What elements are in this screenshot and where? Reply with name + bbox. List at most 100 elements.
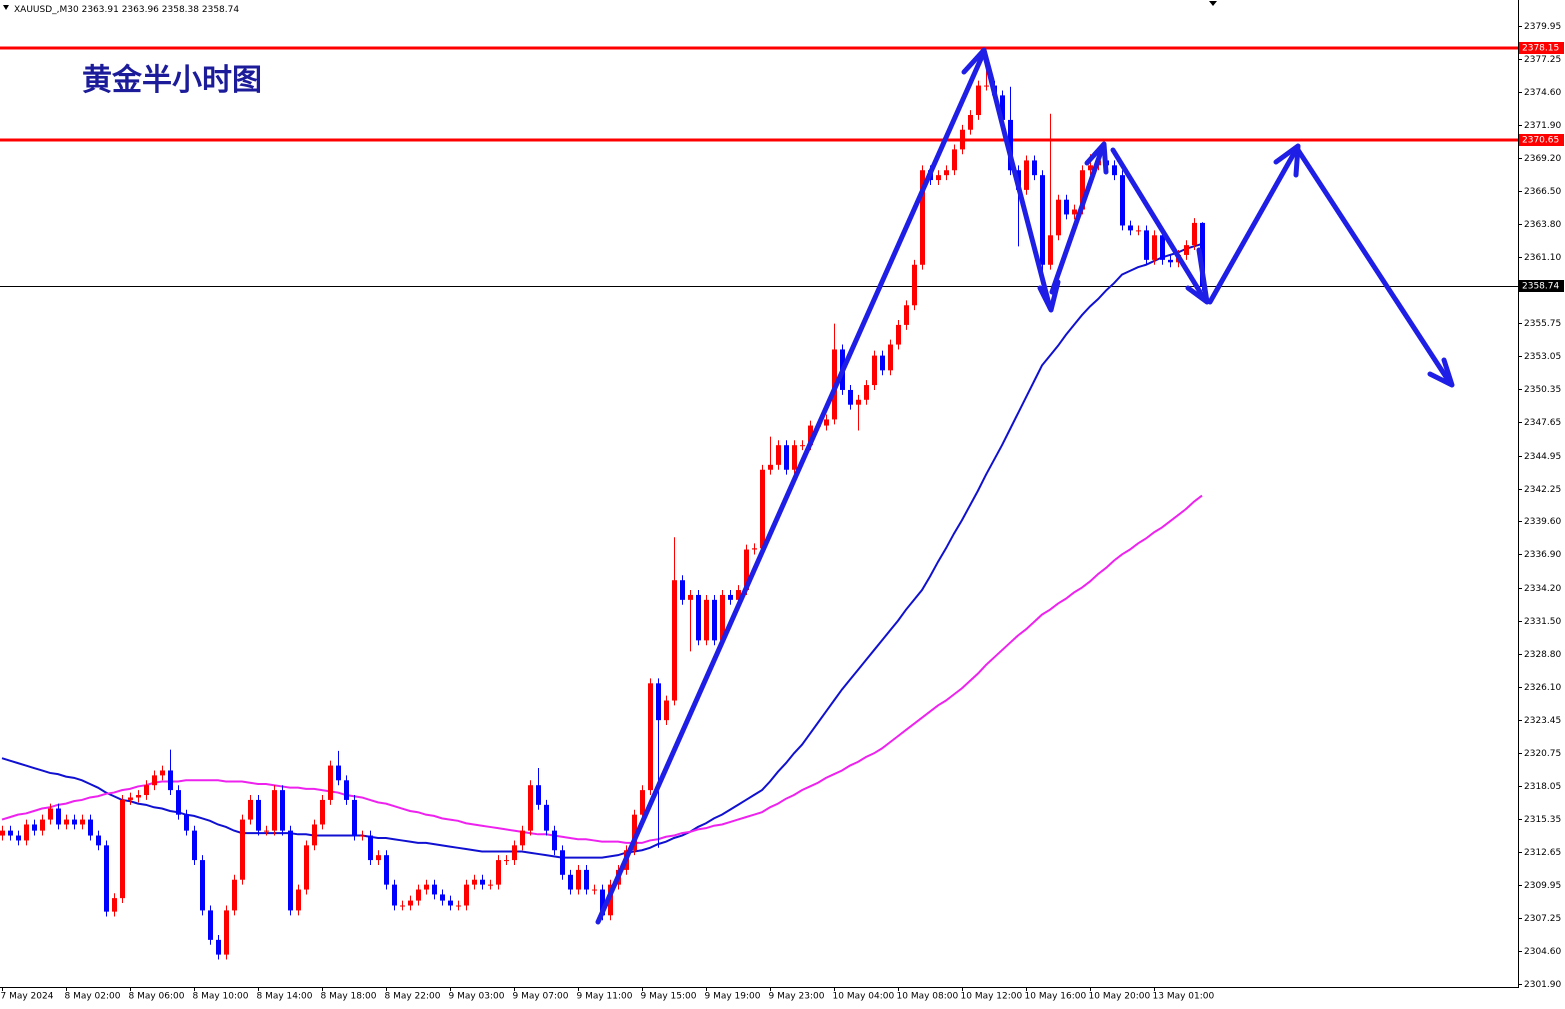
candle-body <box>880 355 885 371</box>
candle-body <box>72 819 77 825</box>
x-tick-label: 8 May 22:00 <box>385 992 441 1002</box>
candle-body <box>280 790 285 831</box>
x-tick-label: 10 May 08:00 <box>897 992 959 1002</box>
candle-body <box>784 445 789 470</box>
candle-body <box>480 879 485 885</box>
candle-body <box>1160 235 1165 260</box>
candle-body <box>472 879 477 885</box>
y-tick-label: 2301.90 <box>1524 980 1561 990</box>
candle-body <box>384 855 389 885</box>
y-tick-label: 2315.35 <box>1524 815 1561 825</box>
candle-body <box>24 824 29 841</box>
candle-body <box>792 445 797 470</box>
candle-body <box>912 264 917 306</box>
moving-average <box>1 242 1203 859</box>
arrow-down <box>981 49 1053 311</box>
level-label-bg <box>1519 134 1564 146</box>
candle-body <box>728 594 733 600</box>
candle-body <box>112 898 117 912</box>
candle-body <box>1080 170 1085 210</box>
candle-body <box>296 889 301 911</box>
candle-body <box>864 385 869 400</box>
symbol: XAUUSD_,M30 <box>14 5 79 15</box>
x-tick-label: 7 May 2024 <box>1 992 54 1002</box>
candle-body <box>664 700 669 721</box>
candle-body <box>1200 222 1205 287</box>
candle-body <box>440 894 445 901</box>
candle-body <box>48 808 53 820</box>
x-tick-label: 10 May 04:00 <box>833 992 895 1002</box>
candle-body <box>520 830 525 846</box>
candle-body <box>144 785 149 796</box>
candle-body <box>168 770 173 791</box>
candle-body <box>88 819 93 836</box>
y-tick-label: 2371.90 <box>1524 121 1561 131</box>
candle-body <box>328 765 333 800</box>
menu-marker <box>3 5 9 10</box>
x-tick-label: 8 May 14:00 <box>257 992 313 1002</box>
candle-body <box>224 910 229 955</box>
candle-body <box>272 790 277 831</box>
y-tick-label: 2342.25 <box>1524 485 1561 495</box>
level-label: 2358.74 <box>1522 282 1559 292</box>
candle-body <box>1144 230 1149 260</box>
candle-body <box>936 175 941 181</box>
candle-body <box>176 790 181 815</box>
candle-body <box>352 799 357 836</box>
candle-body <box>16 835 21 841</box>
y-tick-label: 2323.45 <box>1524 716 1561 726</box>
ohlc-low: 2358.38 <box>162 5 199 15</box>
candle-body <box>288 830 293 911</box>
arrow-head <box>1037 279 1061 313</box>
x-tick-label: 9 May 15:00 <box>641 992 697 1002</box>
candle-body <box>304 845 309 890</box>
y-tick-label: 2307.25 <box>1524 914 1561 924</box>
candle-body <box>776 445 781 465</box>
candle-body <box>32 824 37 831</box>
candle-body <box>960 129 965 150</box>
candle-body <box>80 819 85 825</box>
y-tick-label: 2344.95 <box>1524 452 1561 462</box>
candle-body <box>984 85 989 87</box>
candle-body <box>424 884 429 890</box>
candle-body <box>456 905 461 907</box>
candle-body <box>968 115 973 130</box>
candle-body <box>320 799 325 825</box>
candle-body <box>128 797 133 800</box>
candle-body <box>368 835 373 861</box>
y-tick-label: 2347.65 <box>1524 418 1561 428</box>
candle-body <box>1048 235 1053 265</box>
candle-body <box>872 355 877 386</box>
chart-header: XAUUSD_,M30 2363.91 2363.96 2358.38 2358… <box>14 5 239 15</box>
candle-body <box>56 808 61 825</box>
candle-body <box>1128 225 1133 231</box>
candle-body <box>944 170 949 176</box>
y-tick-label: 2363.80 <box>1524 220 1561 230</box>
ohlc-high: 2363.96 <box>122 5 159 15</box>
arrow-head <box>1427 357 1455 388</box>
y-tick-label: 2320.75 <box>1524 749 1561 759</box>
candle-body <box>256 799 261 831</box>
candle-body <box>600 889 605 916</box>
candle-body <box>1072 209 1077 215</box>
x-tick-label: 10 May 12:00 <box>961 992 1023 1002</box>
candle-body <box>1192 222 1197 246</box>
moving-average <box>1 494 1203 844</box>
candle-body <box>1112 165 1117 176</box>
arrow-head <box>1084 141 1109 175</box>
x-tick-label: 13 May 01:00 <box>1153 992 1215 1002</box>
y-tick-label: 2369.20 <box>1524 154 1561 164</box>
y-tick-label: 2374.60 <box>1524 88 1561 98</box>
candle-body <box>344 780 349 800</box>
candle-body <box>904 305 909 325</box>
y-tick-label: 2353.05 <box>1524 352 1561 362</box>
candle-body <box>680 580 685 600</box>
candle-body <box>760 469 765 549</box>
candle-body <box>920 170 925 265</box>
candle-body <box>264 830 269 832</box>
candle-body <box>392 884 397 906</box>
candle-body <box>120 799 125 899</box>
candle-body <box>1056 199 1061 236</box>
candle-body <box>360 835 365 837</box>
